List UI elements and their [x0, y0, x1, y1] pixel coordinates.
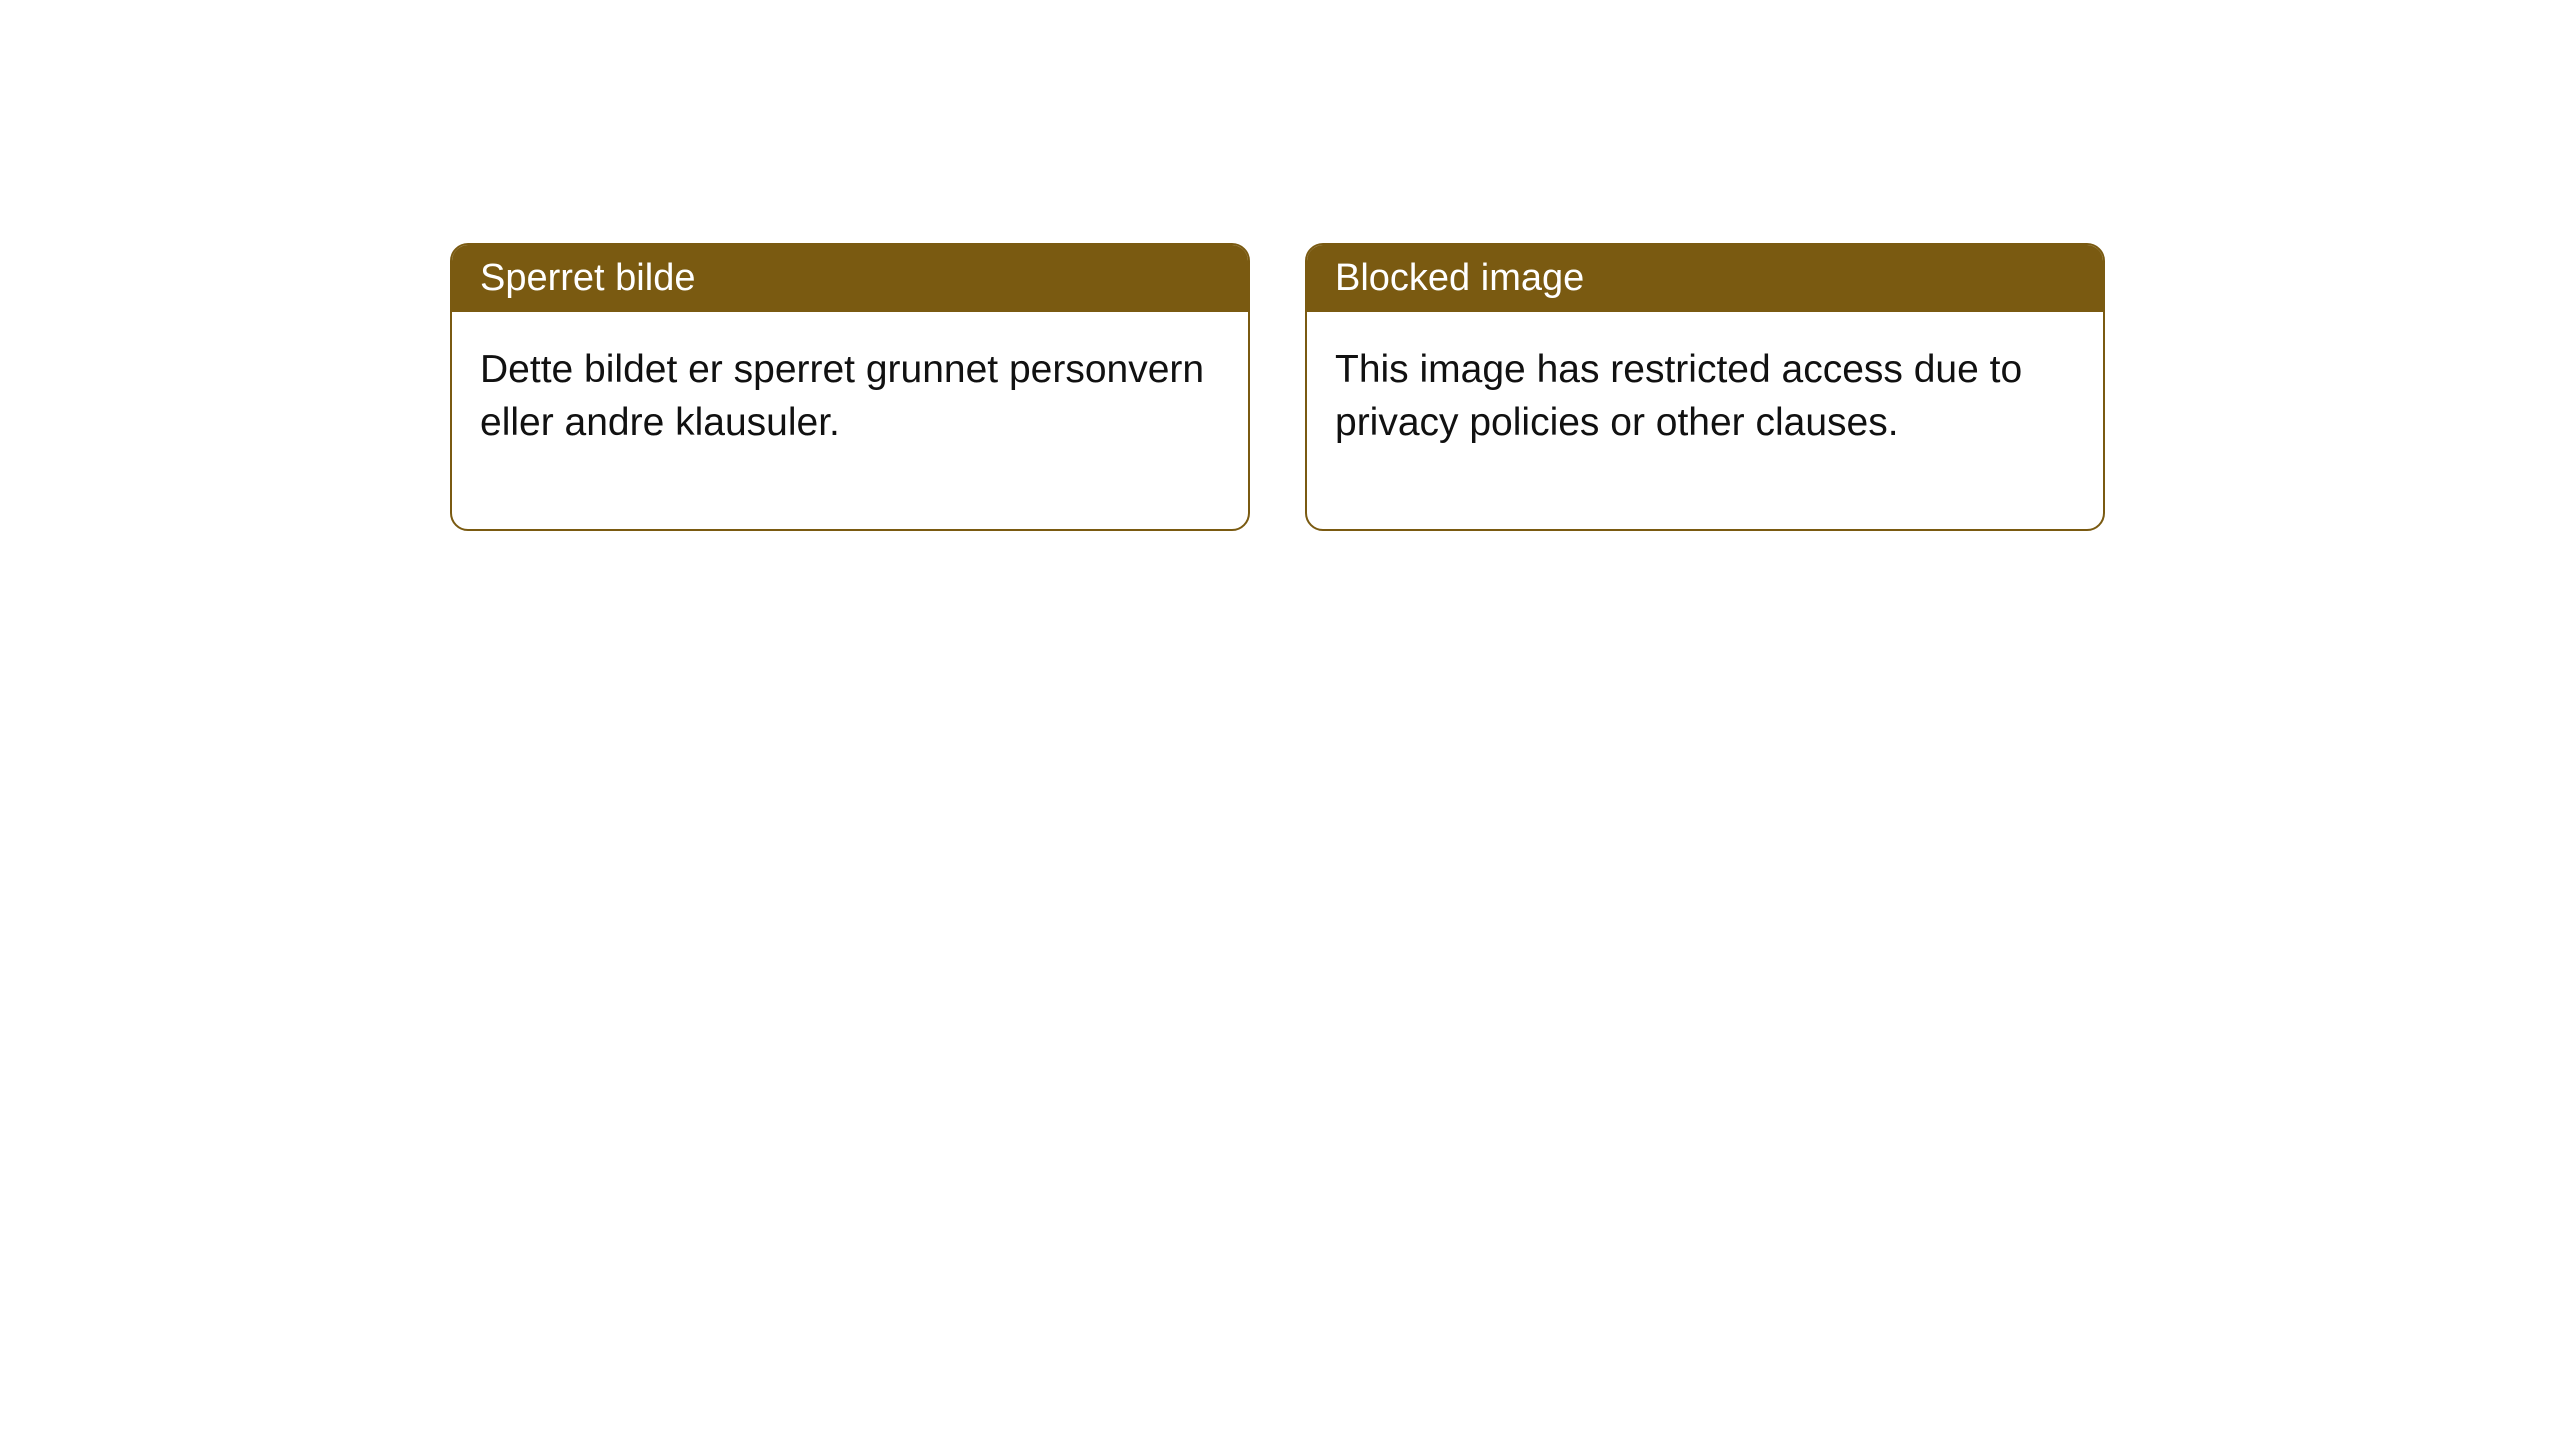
notice-text: This image has restricted access due to …: [1335, 348, 2022, 444]
notice-body: This image has restricted access due to …: [1307, 312, 2103, 529]
notice-body: Dette bildet er sperret grunnet personve…: [452, 312, 1248, 529]
notice-card-norwegian: Sperret bilde Dette bildet er sperret gr…: [450, 243, 1250, 531]
notice-text: Dette bildet er sperret grunnet personve…: [480, 348, 1204, 444]
notice-header: Blocked image: [1307, 245, 2103, 312]
notice-card-english: Blocked image This image has restricted …: [1305, 243, 2105, 531]
notice-header: Sperret bilde: [452, 245, 1248, 312]
notice-container: Sperret bilde Dette bildet er sperret gr…: [450, 243, 2105, 531]
notice-title: Blocked image: [1335, 257, 1584, 299]
notice-title: Sperret bilde: [480, 257, 695, 299]
